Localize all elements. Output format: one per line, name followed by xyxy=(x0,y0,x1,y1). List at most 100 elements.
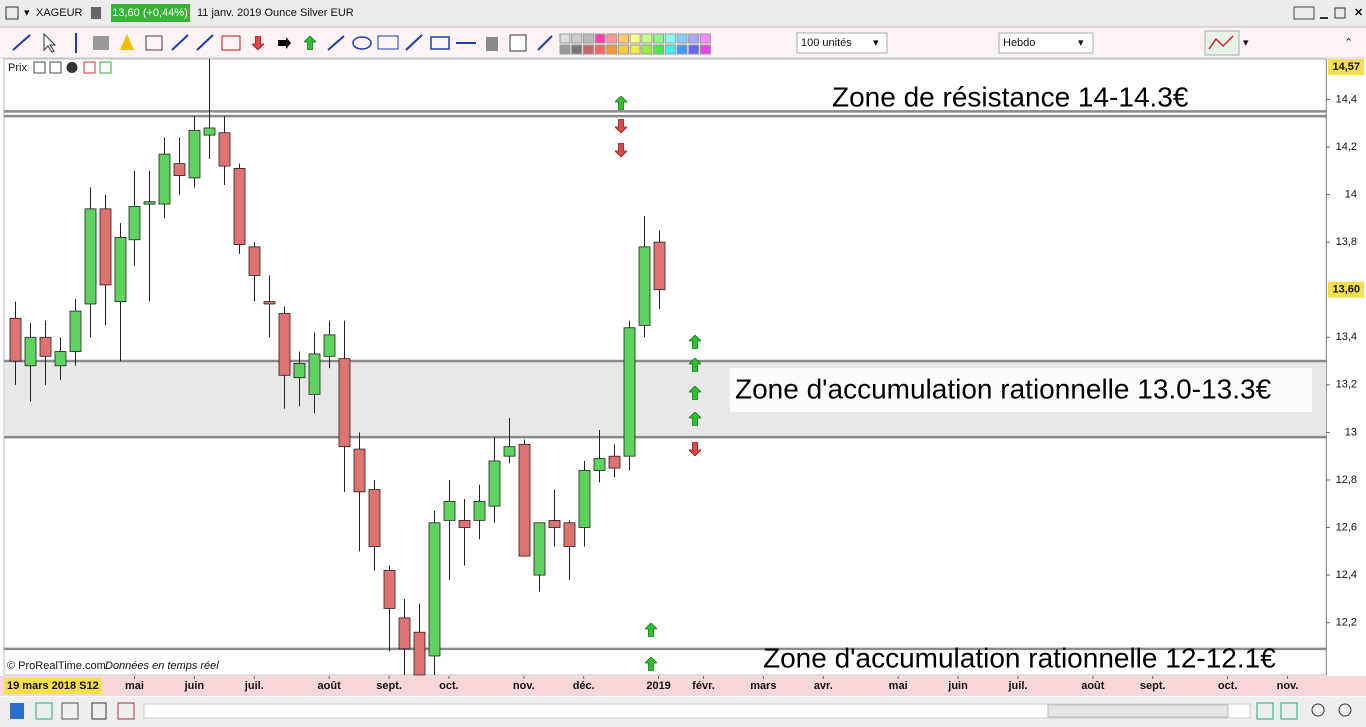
color-swatch[interactable] xyxy=(594,44,606,55)
window-icon[interactable] xyxy=(5,6,19,20)
fit-button[interactable] xyxy=(1256,702,1274,720)
y-tick-label: 14,2 xyxy=(1336,141,1357,153)
candle-body xyxy=(653,241,666,291)
candle-body xyxy=(413,631,426,676)
tool-alert[interactable] xyxy=(120,34,134,50)
menu-arrow[interactable]: ▾ xyxy=(24,7,30,19)
x-tick-label: avr. xyxy=(814,680,833,692)
x-tick-label: juin xyxy=(184,680,205,692)
y-tick-label: 12,2 xyxy=(1336,617,1357,629)
candle-body xyxy=(84,208,97,305)
panel-settings[interactable] xyxy=(33,61,46,74)
candle-body xyxy=(353,448,366,493)
tool-expand[interactable] xyxy=(537,35,553,51)
tool-hammer[interactable] xyxy=(93,36,109,50)
period[interactable]: Hebdo xyxy=(1003,37,1035,49)
zoom-out-button[interactable] xyxy=(1311,703,1325,717)
layout-button[interactable] xyxy=(117,702,135,720)
color-swatch[interactable] xyxy=(664,44,676,55)
color-swatch[interactable] xyxy=(618,44,629,55)
close-button[interactable]: ✕ xyxy=(1354,7,1363,19)
color-swatch[interactable] xyxy=(571,44,583,55)
restore-button[interactable] xyxy=(1334,7,1346,19)
tool-rectangle[interactable] xyxy=(430,36,450,50)
tool-text[interactable] xyxy=(509,34,527,52)
candle-body xyxy=(638,246,651,326)
candle-body xyxy=(99,208,112,286)
info-icon[interactable] xyxy=(91,7,101,19)
color-swatch[interactable] xyxy=(559,33,571,44)
quantity-select[interactable] xyxy=(796,32,888,54)
color-swatch[interactable] xyxy=(688,44,700,55)
tool-retracement[interactable] xyxy=(221,35,241,51)
color-swatch[interactable] xyxy=(688,33,700,44)
color-swatch[interactable] xyxy=(606,44,618,55)
panel-title: Prix xyxy=(8,62,27,74)
color-swatch[interactable] xyxy=(559,44,571,55)
bar-type-button[interactable] xyxy=(61,702,79,720)
color-swatch[interactable] xyxy=(629,33,641,44)
tool-segment[interactable] xyxy=(327,35,345,51)
color-swatch[interactable] xyxy=(618,33,629,44)
x-tick-label: juin xyxy=(947,680,968,692)
select-arrow[interactable]: ▾ xyxy=(1078,37,1084,49)
color-swatch[interactable] xyxy=(699,33,711,44)
collapse-button[interactable]: ⌃ xyxy=(1344,37,1353,49)
description: 11 janv. 2019 Ounce Silver EUR xyxy=(197,7,354,19)
color-swatch[interactable] xyxy=(606,33,618,44)
share-button[interactable] xyxy=(10,703,24,719)
panel-down[interactable] xyxy=(83,61,96,74)
annotation: Zone d'accumulation rationnelle 13.0-13.… xyxy=(735,373,1272,404)
price-box-label: 13,60 xyxy=(1332,284,1360,296)
quantity[interactable]: 100 unités xyxy=(801,37,852,49)
color-swatch[interactable] xyxy=(641,44,653,55)
tool-pointer[interactable] xyxy=(43,32,57,53)
tool-percent[interactable] xyxy=(377,35,399,50)
color-swatch[interactable] xyxy=(653,44,665,55)
scroll-thumb[interactable] xyxy=(1047,704,1229,718)
panel-up[interactable] xyxy=(99,61,112,74)
scrollbar[interactable] xyxy=(143,703,1251,719)
panel-close[interactable] xyxy=(66,62,78,73)
candle-body xyxy=(218,132,231,167)
select-arrow[interactable]: ▾ xyxy=(1243,37,1249,49)
tool-fan[interactable] xyxy=(171,34,189,51)
indicator-button[interactable] xyxy=(1204,30,1240,56)
tool-right-arrow[interactable] xyxy=(278,37,291,49)
color-swatch[interactable] xyxy=(641,33,653,44)
color-swatch[interactable] xyxy=(629,44,641,55)
tool-ellipse[interactable] xyxy=(352,36,372,50)
color-swatch[interactable] xyxy=(582,44,594,55)
select-arrow[interactable]: ▾ xyxy=(873,37,879,49)
change-badge xyxy=(111,4,190,22)
tool-trash[interactable] xyxy=(486,37,498,51)
autoscale-button[interactable] xyxy=(1280,702,1298,720)
grid-button[interactable] xyxy=(91,702,107,720)
candle-body xyxy=(308,353,321,395)
keyboard-icon[interactable] xyxy=(1293,6,1315,20)
color-swatch[interactable] xyxy=(664,33,676,44)
zoom-in-button[interactable] xyxy=(1338,703,1352,717)
y-tick-label: 14 xyxy=(1345,188,1357,200)
y-tick-label: 13 xyxy=(1345,426,1357,438)
y-tick-label: 12,8 xyxy=(1336,474,1357,486)
candle-body xyxy=(263,301,276,305)
color-swatch[interactable] xyxy=(582,33,594,44)
color-swatch[interactable] xyxy=(571,33,583,44)
axes: 14,4 14,2 14 13,8 13,4 13,2 13 12,8 12,6 12,4 12,2… xyxy=(125,59,1364,692)
zoom-button[interactable] xyxy=(35,702,53,720)
indicator-icon xyxy=(1208,35,1234,50)
color-swatch[interactable] xyxy=(676,33,688,44)
color-swatch[interactable] xyxy=(653,33,665,44)
color-swatch[interactable] xyxy=(676,44,688,55)
tool-fib[interactable] xyxy=(145,35,163,51)
color-swatch[interactable] xyxy=(594,33,606,44)
tool-line[interactable] xyxy=(12,34,31,51)
tool-pitchfork[interactable] xyxy=(196,34,214,51)
period-select[interactable] xyxy=(998,32,1094,54)
symbol[interactable]: XAGEUR xyxy=(36,7,83,19)
color-swatch[interactable] xyxy=(699,44,711,55)
tool-channel[interactable] xyxy=(405,34,423,51)
panel-window[interactable] xyxy=(49,61,62,74)
